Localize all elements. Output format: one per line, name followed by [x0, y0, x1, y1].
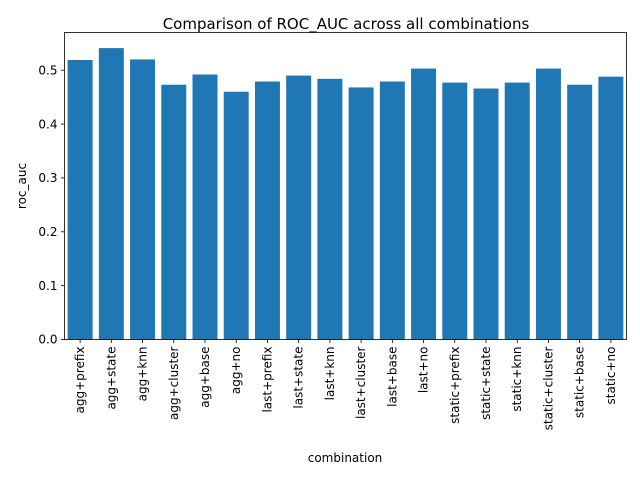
y-tick-label: 0.2 [38, 225, 57, 239]
x-tick-label: static+knn [510, 347, 524, 412]
bar-agg+base [192, 74, 218, 340]
x-tick-label: agg+state [104, 347, 118, 410]
y-tick-label: 0.0 [38, 333, 57, 347]
x-tick-label: agg+base [198, 347, 212, 408]
bar-last+knn [317, 78, 343, 340]
x-tick-label: last+cluster [354, 346, 368, 419]
x-tick-label: agg+cluster [167, 346, 181, 420]
bar-last+base [379, 81, 405, 340]
bar-static+prefix [442, 82, 468, 340]
x-tick-label: last+prefix [260, 347, 274, 413]
bar-last+prefix [254, 81, 280, 340]
x-axis-label: combination [308, 451, 383, 465]
x-tick-label: last+knn [323, 347, 337, 401]
bar-static+knn [504, 82, 530, 340]
x-tick-label: last+state [292, 347, 306, 409]
y-tick-label: 0.3 [38, 171, 57, 185]
x-tick-label: static+base [573, 347, 587, 419]
x-tick-label: static+state [479, 347, 493, 420]
y-tick-label: 0.5 [38, 63, 57, 77]
x-tick-label: last+base [385, 347, 399, 407]
bar-agg+prefix [67, 59, 93, 340]
x-tick-label: agg+no [229, 347, 243, 395]
x-tick-label: last+no [417, 347, 431, 394]
bar-last+cluster [348, 87, 374, 340]
bar-static+state [473, 88, 499, 340]
x-tick-label: agg+prefix [73, 347, 87, 414]
x-ticks: agg+prefix agg+state agg+knn agg+cluster agg… [73, 339, 618, 430]
bar-static+cluster [535, 68, 561, 340]
bar-last+no [411, 68, 437, 340]
x-tick-label: agg+knn [136, 347, 150, 402]
x-tick-label: static+prefix [448, 347, 462, 424]
bar-agg+state [98, 48, 124, 340]
plot-frame [64, 32, 627, 340]
y-ticks: 0.0 0.1 0.2 0.3 0.4 0.5 [38, 63, 65, 347]
bars [67, 48, 624, 340]
bar-agg+cluster [161, 84, 187, 340]
x-tick-label: static+cluster [541, 346, 555, 430]
bar-static+base [567, 84, 593, 340]
y-axis-label: roc_auc [15, 163, 29, 209]
y-tick-label: 0.1 [38, 279, 57, 293]
bar-last+state [286, 75, 312, 340]
bar-static+no [598, 76, 624, 340]
x-tick-label: static+no [604, 347, 618, 405]
chart-title: Comparison of ROC_AUC across all combina… [163, 15, 530, 34]
bar-agg+no [223, 91, 249, 340]
y-tick-label: 0.4 [38, 117, 57, 131]
bar-agg+knn [130, 59, 156, 340]
